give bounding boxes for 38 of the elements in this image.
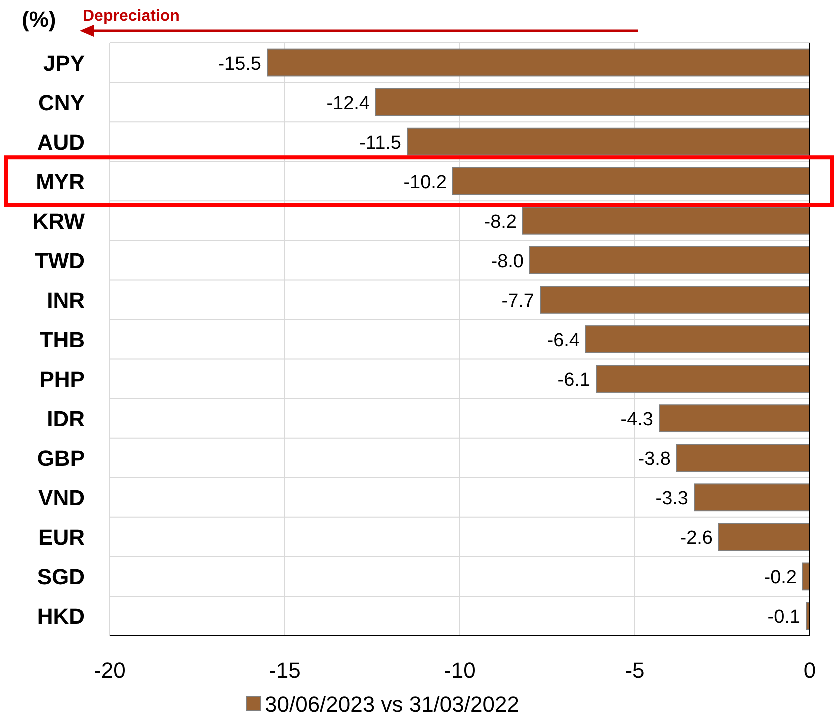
text: (%) xyxy=(22,7,56,32)
x-tick-label: -15 xyxy=(269,658,301,683)
text: Depreciation xyxy=(83,8,180,25)
x-tick-label: -20 xyxy=(94,658,126,683)
data-label: -8.0 xyxy=(491,251,524,272)
y-tick-label: GBP xyxy=(37,446,85,472)
data-label: -12.4 xyxy=(326,93,370,114)
x-tick-label: -10 xyxy=(444,658,476,683)
y-tick-label: TWD xyxy=(34,248,85,274)
data-label: -8.2 xyxy=(484,212,517,233)
x-tick-label: -5 xyxy=(625,658,645,683)
data-label: -0.1 xyxy=(768,607,800,628)
x-tick-label: 0 xyxy=(804,658,816,683)
y-tick-label: CNY xyxy=(38,90,86,116)
y-tick-label: IDR xyxy=(47,406,86,432)
data-label: -7.7 xyxy=(502,290,534,312)
data-label: -3.3 xyxy=(656,488,688,510)
data-label: -11.5 xyxy=(360,132,402,154)
y-tick-label: KRW xyxy=(32,208,86,234)
y-tick-label: INR xyxy=(47,288,86,313)
y-tick-label: MYR xyxy=(36,169,86,194)
data-label: -0.2 xyxy=(764,568,797,589)
y-tick-label: HKD xyxy=(37,604,85,630)
data-label: -3.8 xyxy=(638,449,671,470)
data-label: -15.5 xyxy=(218,54,262,75)
y-tick-label: PHP xyxy=(40,367,85,392)
data-label: -10.2 xyxy=(404,172,447,194)
data-label: -6.4 xyxy=(547,330,580,352)
y-tick-label: AUD xyxy=(37,130,85,155)
y-tick-label: VND xyxy=(38,486,85,511)
data-label: -2.6 xyxy=(680,528,713,550)
data-label: -4.3 xyxy=(620,410,654,431)
y-tick-label: SGD xyxy=(37,564,85,590)
legend-label: 30/06/2023 vs 31/03/2022 xyxy=(265,692,520,717)
y-tick-label: THB xyxy=(40,328,85,352)
y-tick-label: EUR xyxy=(38,525,86,550)
data-label: -6.1 xyxy=(558,370,590,392)
y-tick-label: JPY xyxy=(43,50,86,76)
